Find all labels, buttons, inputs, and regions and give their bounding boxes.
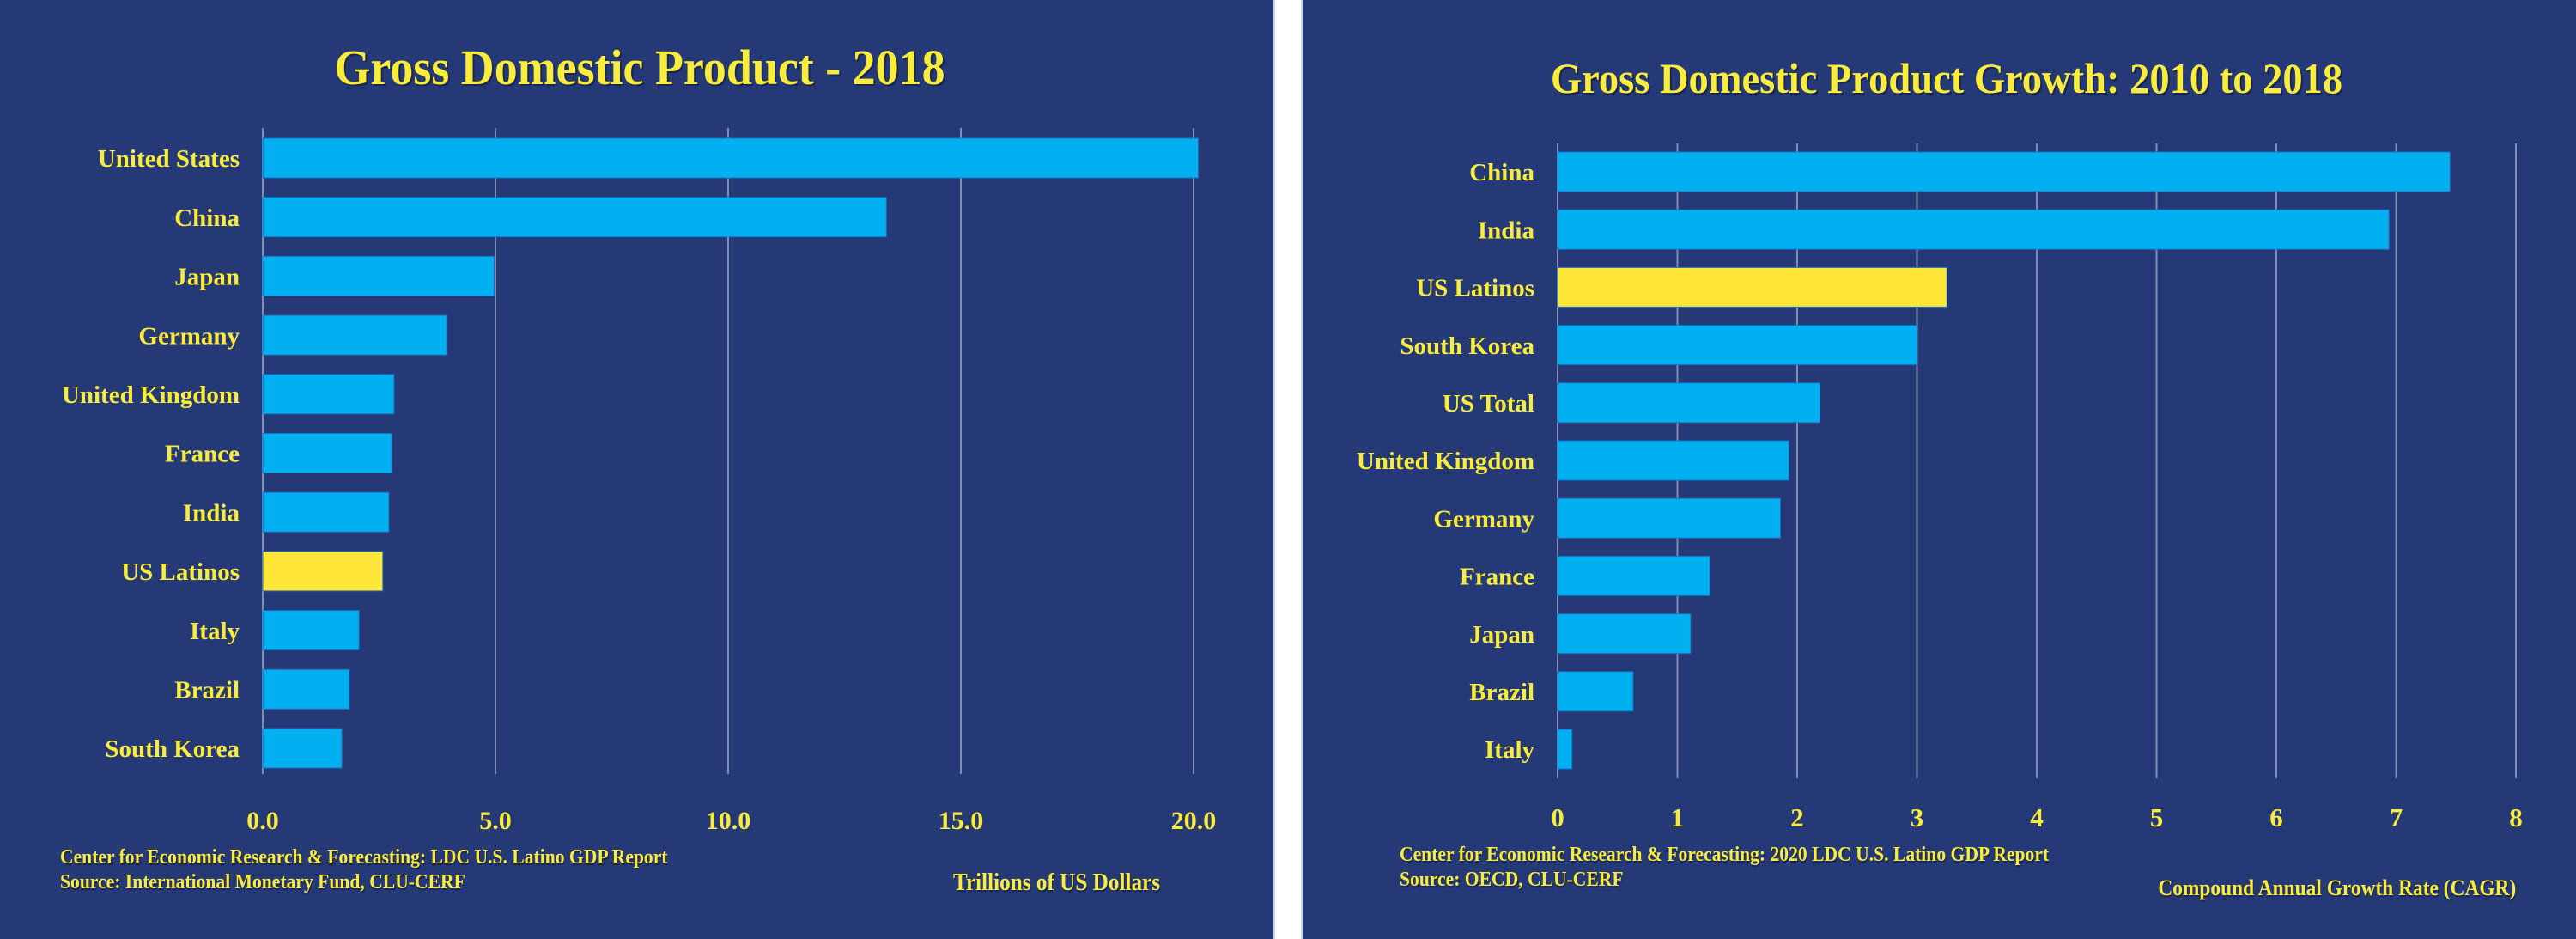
bar-highlight: [262, 551, 384, 592]
category-label: China: [174, 204, 240, 232]
x-tick-label: 0.0: [246, 807, 279, 835]
x-tick-label: 20.0: [1171, 807, 1217, 835]
bar: [262, 610, 360, 651]
category-label: United States: [98, 145, 240, 173]
x-axis-label: Compound Annual Growth Rate (CAGR): [2158, 875, 2516, 900]
category-label: India: [183, 499, 240, 527]
panel-divider: [1273, 0, 1303, 939]
category-label: Germany: [138, 322, 240, 350]
bar: [262, 314, 447, 356]
bar: [262, 374, 395, 415]
bar: [262, 433, 392, 473]
x-tick-label: 4: [2030, 802, 2044, 832]
bar: [262, 137, 1199, 179]
bar: [1557, 729, 1573, 770]
category-label: China: [1469, 159, 1534, 186]
gdp-growth-bar-chart: 0 1 2 3 4 5 6 7 8 China India US Latinos South Korea…: [1357, 143, 2523, 832]
category-label: US Latinos: [121, 558, 240, 586]
bars: [262, 137, 1199, 769]
x-tick-label: 1: [1671, 802, 1685, 832]
bar: [1557, 209, 2390, 250]
x-tick-label: 5.0: [479, 807, 512, 835]
x-tick-label: 10.0: [706, 807, 751, 835]
category-label: Brazil: [174, 676, 240, 704]
bar: [262, 197, 887, 238]
bar: [1557, 613, 1692, 655]
category-label: Italy: [190, 618, 240, 645]
x-tick-label: 0: [1551, 802, 1564, 832]
category-label: Germany: [1433, 505, 1534, 533]
x-axis-label: Trillions of US Dollars: [953, 869, 1161, 896]
category-label: Japan: [174, 264, 240, 291]
bar: [1557, 325, 1917, 366]
category-label: France: [1460, 564, 1534, 591]
category-label: Brazil: [1469, 679, 1534, 706]
footer-line-1: Center for Economic Research & Forecasti…: [1400, 844, 2050, 866]
x-tick-label: 6: [2269, 802, 2283, 832]
x-tick-label: 5: [2150, 802, 2164, 832]
bar: [1557, 151, 2451, 192]
chart-title: Gross Domestic Product - 2018: [334, 40, 945, 95]
category-label: South Korea: [105, 735, 240, 763]
category-label: US Latinos: [1416, 275, 1534, 302]
bar: [262, 728, 343, 769]
bar: [262, 255, 495, 296]
bars: [1557, 151, 2451, 770]
category-label: United Kingdom: [1357, 448, 1534, 475]
x-tick-label: 7: [2390, 802, 2403, 832]
category-label: United Kingdom: [62, 381, 240, 409]
bar: [1557, 671, 1634, 712]
bar: [262, 491, 390, 533]
chart-title: Gross Domestic Product Growth: 2010 to 2…: [1550, 54, 2343, 102]
category-label: Italy: [1485, 736, 1535, 764]
x-tick-label: 15.0: [939, 807, 984, 835]
category-label: France: [165, 441, 240, 468]
bar: [1557, 555, 1710, 596]
footer-line-1: Center for Economic Research & Forecasti…: [60, 846, 668, 869]
bar: [1557, 440, 1789, 481]
bar-highlight: [1557, 266, 1947, 308]
category-label: South Korea: [1400, 332, 1534, 360]
footer-line-2: Source: OECD, CLU-CERF: [1400, 869, 1624, 891]
bar: [262, 668, 350, 710]
category-label: India: [1478, 216, 1535, 244]
x-tick-label: 8: [2509, 802, 2523, 832]
gdp-2018-panel: Gross Domestic Product - 2018 0.0 5.0 10.0…: [0, 0, 1273, 939]
x-tick-label: 3: [1911, 802, 1924, 832]
gdp-2018-bar-chart: 0.0 5.0 10.0 15.0 20.0 United States China Japa…: [62, 128, 1217, 835]
category-label: Japan: [1469, 621, 1534, 649]
footer-line-2: Source: International Monetary Fund, CLU…: [60, 871, 465, 893]
x-tick-label: 2: [1790, 802, 1804, 832]
bar: [1557, 497, 1781, 539]
category-label: US Total: [1443, 390, 1534, 418]
gdp-growth-panel: Gross Domestic Product Growth: 2010 to 2…: [1303, 0, 2576, 939]
bar: [1557, 382, 1821, 424]
